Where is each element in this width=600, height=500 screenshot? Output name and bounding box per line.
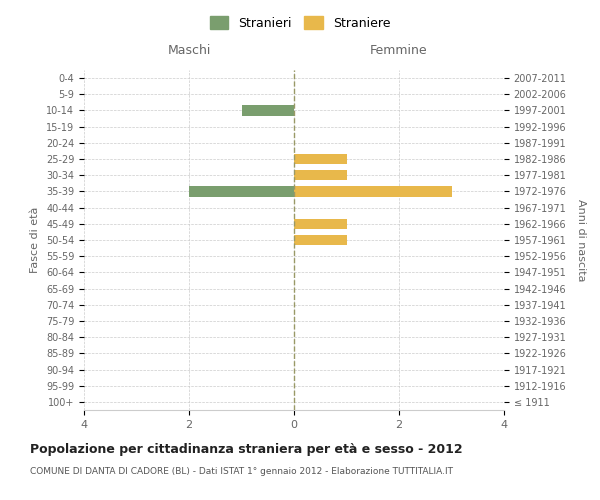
Bar [189, 186, 294, 196]
Text: Popolazione per cittadinanza straniera per età e sesso - 2012: Popolazione per cittadinanza straniera p… [30, 442, 463, 456]
Bar [294, 234, 347, 246]
Legend: Stranieri, Straniere: Stranieri, Straniere [205, 11, 395, 35]
Text: COMUNE DI DANTA DI CADORE (BL) - Dati ISTAT 1° gennaio 2012 - Elaborazione TUTTI: COMUNE DI DANTA DI CADORE (BL) - Dati IS… [30, 468, 453, 476]
Y-axis label: Anni di nascita: Anni di nascita [576, 198, 586, 281]
Text: Femmine: Femmine [370, 44, 428, 58]
Bar [294, 186, 452, 196]
Text: Maschi: Maschi [167, 44, 211, 58]
Bar [294, 218, 347, 229]
Bar [294, 154, 347, 164]
Bar [294, 170, 347, 180]
Bar [241, 105, 294, 116]
Y-axis label: Fasce di età: Fasce di età [31, 207, 40, 273]
